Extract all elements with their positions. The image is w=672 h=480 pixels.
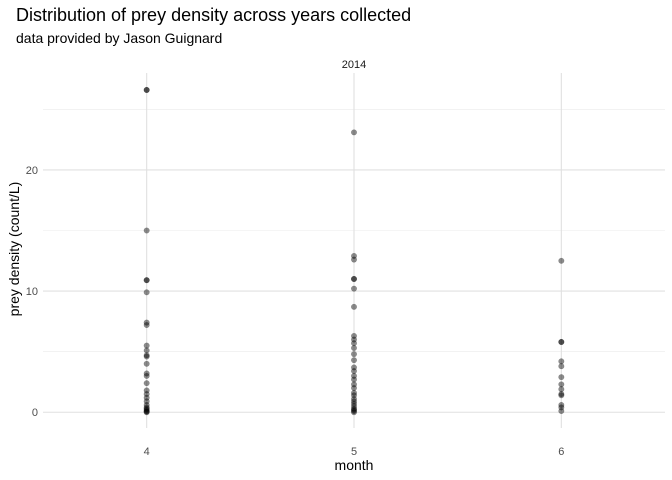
data-point [558,386,565,393]
data-point [143,404,150,411]
data-point [143,277,150,284]
data-point [143,289,150,296]
data-point [558,358,565,365]
data-point [351,275,358,282]
data-point [143,352,150,359]
data-point [143,322,150,329]
data-point [351,336,358,343]
data-point [558,338,565,345]
data-point [351,285,358,292]
data-point [143,319,150,326]
data-point [143,342,150,349]
data-point [143,353,150,360]
data-point [143,277,150,284]
data-point [351,252,358,259]
data-point [143,360,150,367]
y-tick-label: 0 [32,407,38,419]
data-point [351,372,358,379]
data-point [558,408,565,415]
data-point [558,392,565,399]
data-point [351,403,358,410]
data-point [143,380,150,387]
data-point [351,351,358,358]
y-axis-title: prey density (count/L) [6,182,22,317]
data-point [351,400,358,407]
data-point [351,405,358,412]
y-tick-label: 20 [26,165,38,177]
data-point [143,408,150,415]
major-gridlines [43,73,665,428]
data-point [143,398,150,405]
data-point [351,368,358,375]
y-tick-label: 10 [26,286,38,298]
data-point [558,391,565,398]
data-point [351,395,358,402]
data-point [143,86,150,93]
data-point [351,376,358,383]
data-point [558,374,565,381]
chart-subtitle: data provided by Jason Guignard [16,30,223,46]
data-point [351,357,358,364]
tick-labels: 0 10 20 4 5 6 [26,165,565,458]
x-axis-title: month [335,457,374,473]
data-point [351,345,358,352]
data-point [351,392,358,399]
data-point [143,86,150,93]
data-point [558,381,565,388]
data-point [558,257,565,264]
data-point [351,256,358,263]
data-point [143,394,150,401]
data-point [143,401,150,408]
data-point [143,405,150,412]
data-point [143,391,150,398]
data-point [351,303,358,310]
facet-strip-label: 2014 [342,59,366,71]
data-point [143,372,150,379]
data-point [143,347,150,354]
x-tick-label: 4 [144,446,150,458]
data-point [351,389,358,396]
data-point [143,387,150,394]
data-point [351,340,358,347]
data-point [351,398,358,405]
data-point [558,404,565,411]
data-point [143,409,150,416]
data-point [351,409,358,416]
data-point [351,275,358,282]
data-point [351,129,358,136]
data-point [143,406,150,413]
data-point [351,332,358,339]
chart-title: Distribution of prey density across year… [16,5,412,25]
data-point [143,227,150,234]
data-point [351,364,358,371]
data-point [143,408,150,415]
x-tick-label: 5 [351,446,357,458]
data-points [143,86,565,416]
data-point [351,408,358,415]
data-point [351,385,358,392]
data-point [558,338,565,345]
data-point [351,406,358,413]
data-point [351,381,358,388]
x-tick-label: 6 [558,446,564,458]
data-point [558,401,565,408]
data-point [143,370,150,377]
data-point [558,363,565,370]
